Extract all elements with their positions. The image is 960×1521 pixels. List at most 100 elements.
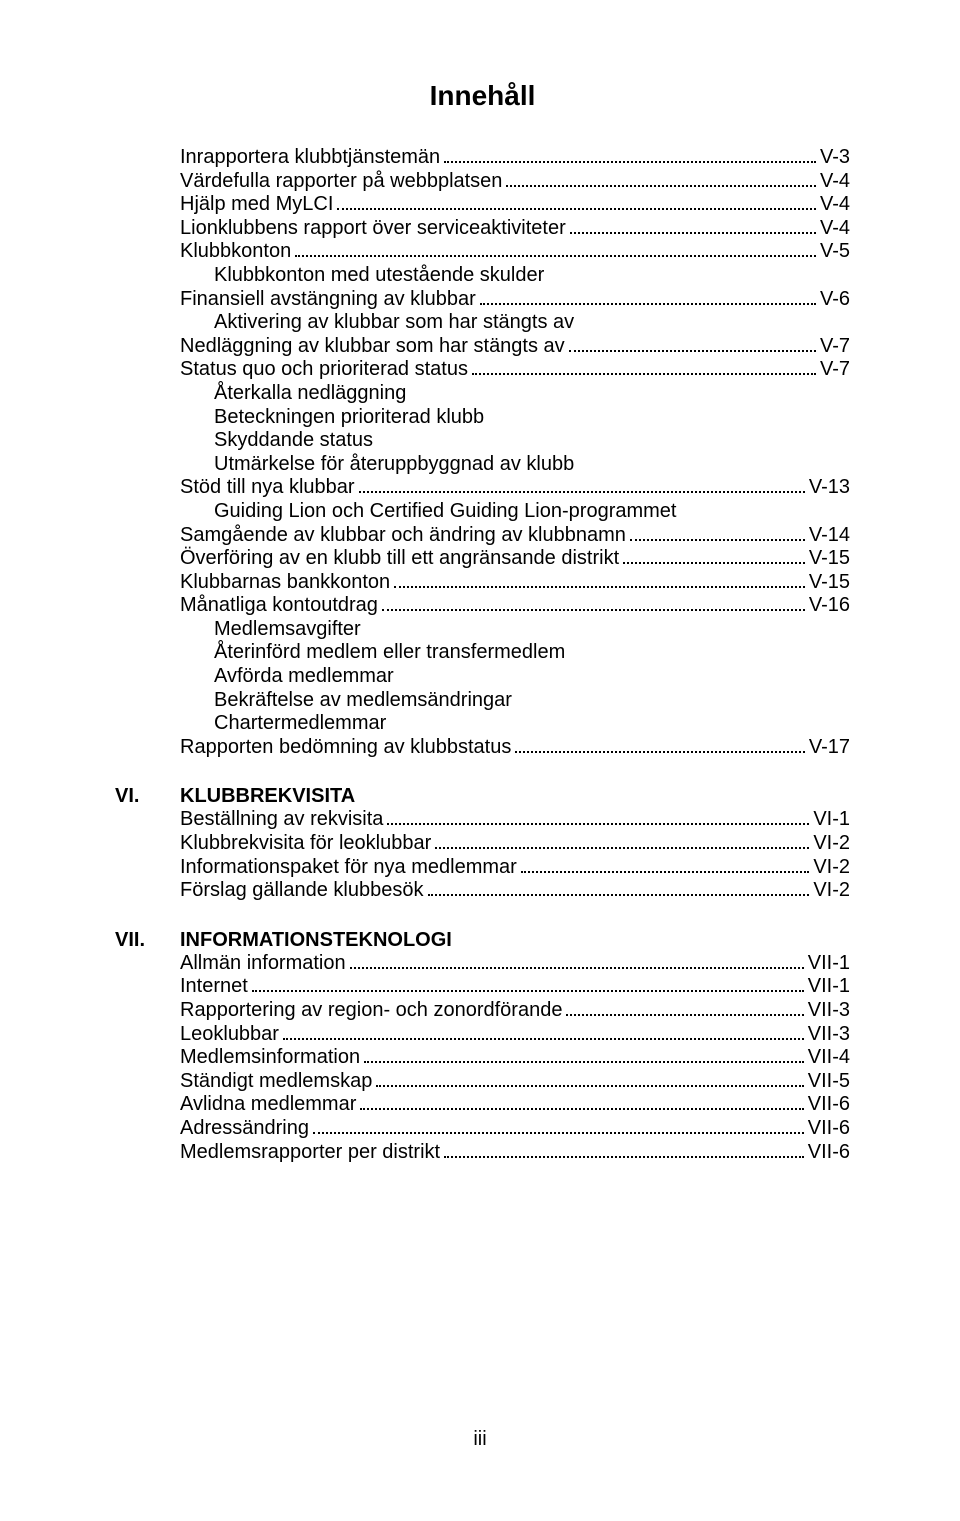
toc-label: Informationspaket för nya medlemmar — [180, 856, 517, 880]
toc-row: Adressändring VII-6 — [180, 1117, 850, 1141]
toc-row: Klubbkonton V-5 — [180, 240, 850, 264]
toc-label: Medlemsrapporter per distrikt — [180, 1141, 440, 1165]
toc-row: Bekräftelse av medlemsändringar — [214, 689, 850, 713]
toc-row: Allmän information VII-1 — [180, 952, 850, 976]
toc-label: Lionklubbens rapport över serviceaktivit… — [180, 217, 566, 241]
toc-leader-dots — [252, 977, 804, 992]
toc-page: VII-6 — [808, 1141, 850, 1165]
toc-page: VII-4 — [808, 1046, 850, 1070]
toc-label: Återkalla nedläggning — [214, 382, 406, 406]
toc-label: Rapporten bedömning av klubbstatus — [180, 736, 511, 760]
page-title: Innehåll — [115, 80, 850, 112]
toc-leader-dots — [359, 478, 805, 493]
toc-leader-dots — [472, 360, 816, 375]
toc-page: V-4 — [820, 193, 850, 217]
page-footer: iii — [0, 1428, 960, 1451]
section-roman: VI. — [115, 785, 180, 808]
toc-section-header: VII.INFORMATIONSTEKNOLOGI — [115, 929, 850, 952]
toc-leader-dots — [480, 290, 816, 305]
toc-row: Hjälp med MyLCI V-4 — [180, 193, 850, 217]
toc-label: Klubbarnas bankkonton — [180, 571, 390, 595]
toc-label: Avförda medlemmar — [214, 665, 394, 689]
toc-label: Skyddande status — [214, 429, 373, 453]
toc-page: V-15 — [809, 571, 850, 595]
toc-leader-dots — [360, 1095, 803, 1110]
toc-section-block: Beställning av rekvisita VI-1Klubbrekvis… — [180, 808, 850, 902]
toc-row: Nedläggning av klubbar som har stängts a… — [180, 335, 850, 359]
toc-page: V-6 — [820, 288, 850, 312]
toc-label: Medlemsavgifter — [214, 618, 361, 642]
toc-page: VI-2 — [813, 879, 850, 903]
toc-page: V-3 — [820, 146, 850, 170]
toc-page: VII-3 — [808, 999, 850, 1023]
toc-page: V-13 — [809, 476, 850, 500]
toc-label: Återinförd medlem eller transfermedlem — [214, 641, 565, 665]
toc-page: V-7 — [820, 358, 850, 382]
toc-leader-dots — [570, 219, 816, 234]
toc-row: Medlemsinformation VII-4 — [180, 1046, 850, 1070]
page: Innehåll Inrapportera klubbtjänstemän V-… — [0, 0, 960, 1521]
toc-label: Överföring av en klubb till ett angränsa… — [180, 547, 619, 571]
toc-leader-dots — [387, 810, 809, 825]
toc-leader-dots — [515, 738, 805, 753]
toc-row: Återkalla nedläggning — [214, 382, 850, 406]
toc-label: Månatliga kontoutdrag — [180, 594, 378, 618]
toc-section-block: Allmän information VII-1Internet VII-1Ra… — [180, 952, 850, 1164]
toc-label: Klubbrekvisita för leoklubbar — [180, 832, 431, 856]
toc-row: Informationspaket för nya medlemmar VI-2 — [180, 856, 850, 880]
toc-row: Förslag gällande klubbesök VI-2 — [180, 879, 850, 903]
toc-label: Nedläggning av klubbar som har stängts a… — [180, 335, 565, 359]
toc-label: Adressändring — [180, 1117, 309, 1141]
toc-row: Inrapportera klubbtjänstemän V-3 — [180, 146, 850, 170]
toc-page: V-14 — [809, 524, 850, 548]
toc-row: Återinförd medlem eller transfermedlem — [214, 641, 850, 665]
toc-row: Aktivering av klubbar som har stängts av — [214, 311, 850, 335]
toc-row: Guiding Lion och Certified Guiding Lion-… — [214, 500, 850, 524]
toc-leader-dots — [569, 337, 816, 352]
toc-label: Aktivering av klubbar som har stängts av — [214, 311, 574, 335]
toc-leader-dots — [283, 1025, 804, 1040]
toc-row: Status quo och prioriterad status V-7 — [180, 358, 850, 382]
toc-leader-dots — [364, 1048, 804, 1063]
section-title: KLUBBREKVISITA — [180, 785, 355, 808]
toc-leader-dots — [623, 549, 805, 564]
toc-row: Klubbarnas bankkonton V-15 — [180, 571, 850, 595]
toc-page: V-7 — [820, 335, 850, 359]
toc-page: VII-3 — [808, 1023, 850, 1047]
toc-sections: VI.KLUBBREKVISITABeställning av rekvisit… — [115, 785, 850, 1164]
toc-row: Medlemsrapporter per distrikt VII-6 — [180, 1141, 850, 1165]
toc-row: Finansiell avstängning av klubbar V-6 — [180, 288, 850, 312]
toc-label: Internet — [180, 975, 248, 999]
toc-label: Finansiell avstängning av klubbar — [180, 288, 476, 312]
toc-row: Ständigt medlemskap VII-5 — [180, 1070, 850, 1094]
toc-label: Samgående av klubbar och ändring av klub… — [180, 524, 626, 548]
toc-section: VI.KLUBBREKVISITABeställning av rekvisit… — [115, 785, 850, 902]
toc-leader-dots — [566, 1001, 803, 1016]
toc-label: Guiding Lion och Certified Guiding Lion-… — [214, 500, 676, 524]
toc-page: VII-6 — [808, 1117, 850, 1141]
toc-label: Klubbkonton med utestående skulder — [214, 264, 544, 288]
toc-row: Rapportering av region- och zonordförand… — [180, 999, 850, 1023]
toc-leader-dots — [394, 573, 805, 588]
toc-row: Värdefulla rapporter på webbplatsen V-4 — [180, 170, 850, 194]
toc-row: Klubbkonton med utestående skulder — [214, 264, 850, 288]
toc-leader-dots — [350, 954, 804, 969]
toc-label: Beställning av rekvisita — [180, 808, 383, 832]
toc-leader-dots — [444, 1143, 804, 1158]
toc-row: Stöd till nya klubbar V-13 — [180, 476, 850, 500]
toc-leader-dots — [506, 172, 816, 187]
toc-row: Internet VII-1 — [180, 975, 850, 999]
toc-page: V-5 — [820, 240, 850, 264]
toc-leader-dots — [428, 881, 810, 896]
toc-label: Förslag gällande klubbesök — [180, 879, 424, 903]
toc-page: V-4 — [820, 170, 850, 194]
toc-label: Leoklubbar — [180, 1023, 279, 1047]
toc-row: Samgående av klubbar och ändring av klub… — [180, 524, 850, 548]
toc-label: Avlidna medlemmar — [180, 1093, 356, 1117]
toc-label: Chartermedlemmar — [214, 712, 386, 736]
toc-leader-dots — [313, 1119, 804, 1134]
toc-row: Lionklubbens rapport över serviceaktivit… — [180, 217, 850, 241]
section-title: INFORMATIONSTEKNOLOGI — [180, 929, 452, 952]
toc-page: VI-2 — [813, 832, 850, 856]
toc-leader-dots — [521, 858, 810, 873]
